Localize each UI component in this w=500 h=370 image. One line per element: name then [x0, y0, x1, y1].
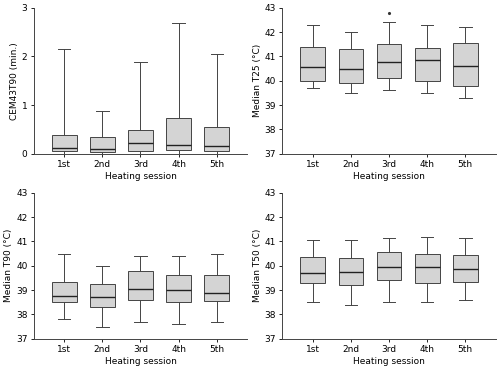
X-axis label: Heating session: Heating session — [104, 172, 176, 181]
PathPatch shape — [300, 47, 325, 81]
PathPatch shape — [128, 130, 153, 151]
PathPatch shape — [415, 253, 440, 283]
PathPatch shape — [376, 252, 402, 280]
Y-axis label: CEM43T90 (min.): CEM43T90 (min.) — [10, 42, 19, 120]
PathPatch shape — [52, 282, 76, 302]
X-axis label: Heating session: Heating session — [353, 172, 425, 181]
PathPatch shape — [204, 127, 229, 151]
PathPatch shape — [204, 276, 229, 301]
X-axis label: Heating session: Heating session — [353, 357, 425, 366]
PathPatch shape — [300, 257, 325, 283]
Y-axis label: Median T50 (°C): Median T50 (°C) — [253, 229, 262, 302]
Y-axis label: Median T90 (°C): Median T90 (°C) — [4, 229, 13, 302]
PathPatch shape — [415, 48, 440, 81]
PathPatch shape — [90, 137, 114, 152]
PathPatch shape — [128, 270, 153, 300]
X-axis label: Heating session: Heating session — [104, 357, 176, 366]
PathPatch shape — [338, 49, 363, 83]
PathPatch shape — [90, 284, 114, 307]
PathPatch shape — [453, 43, 477, 85]
Y-axis label: Median T25 (°C): Median T25 (°C) — [253, 44, 262, 117]
PathPatch shape — [52, 135, 76, 151]
PathPatch shape — [338, 258, 363, 285]
PathPatch shape — [376, 44, 402, 78]
PathPatch shape — [166, 118, 191, 150]
PathPatch shape — [453, 255, 477, 282]
PathPatch shape — [166, 276, 191, 302]
